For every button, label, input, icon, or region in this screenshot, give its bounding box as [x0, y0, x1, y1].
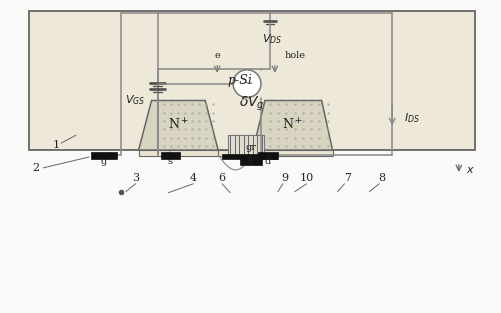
Text: E: E: [247, 157, 255, 167]
Text: e: e: [214, 51, 220, 60]
Text: $V_{DS}$: $V_{DS}$: [262, 32, 282, 46]
Bar: [91, 152, 117, 159]
Polygon shape: [253, 100, 333, 150]
Text: d: d: [265, 157, 271, 167]
Text: $\delta V_g$: $\delta V_g$: [239, 94, 265, 113]
Bar: [253, 150, 333, 156]
Bar: [218, 150, 253, 156]
Text: 9: 9: [281, 173, 289, 183]
Text: 7: 7: [344, 173, 351, 183]
Bar: [222, 154, 277, 159]
Text: 10: 10: [300, 173, 314, 183]
Circle shape: [233, 70, 261, 98]
Text: hole: hole: [285, 51, 306, 60]
Text: p-Si: p-Si: [227, 74, 253, 87]
Text: N$^+$: N$^+$: [282, 118, 303, 133]
Text: $V_{GS}$: $V_{GS}$: [125, 94, 146, 107]
Text: 6: 6: [218, 173, 226, 183]
Text: g: g: [101, 157, 107, 167]
Text: N$^+$: N$^+$: [168, 118, 189, 133]
Text: 4: 4: [190, 173, 197, 183]
Polygon shape: [139, 100, 218, 150]
Text: 2: 2: [33, 163, 40, 173]
Text: 1: 1: [53, 140, 60, 150]
Text: ~: ~: [241, 77, 253, 91]
Bar: [240, 158, 262, 165]
Bar: [160, 152, 180, 159]
Text: 3: 3: [132, 173, 139, 183]
Text: $x$: $x$: [466, 165, 475, 175]
Bar: [29, 11, 475, 150]
Text: 8: 8: [379, 173, 386, 183]
Bar: [258, 152, 278, 159]
Text: $I_{DS}$: $I_{DS}$: [404, 111, 420, 125]
Bar: [228, 135, 264, 156]
Text: gr: gr: [245, 143, 257, 151]
Bar: [139, 150, 218, 156]
Text: s: s: [168, 157, 173, 167]
